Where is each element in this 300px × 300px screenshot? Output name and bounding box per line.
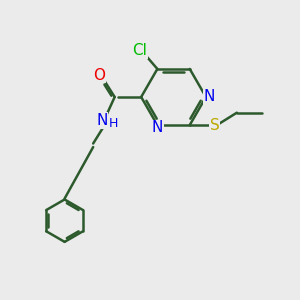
Text: N: N — [152, 121, 163, 136]
Text: H: H — [109, 117, 119, 130]
Text: N: N — [204, 89, 215, 104]
Text: N: N — [96, 113, 108, 128]
Text: S: S — [210, 118, 220, 133]
Text: Cl: Cl — [132, 43, 147, 58]
Text: O: O — [93, 68, 105, 83]
